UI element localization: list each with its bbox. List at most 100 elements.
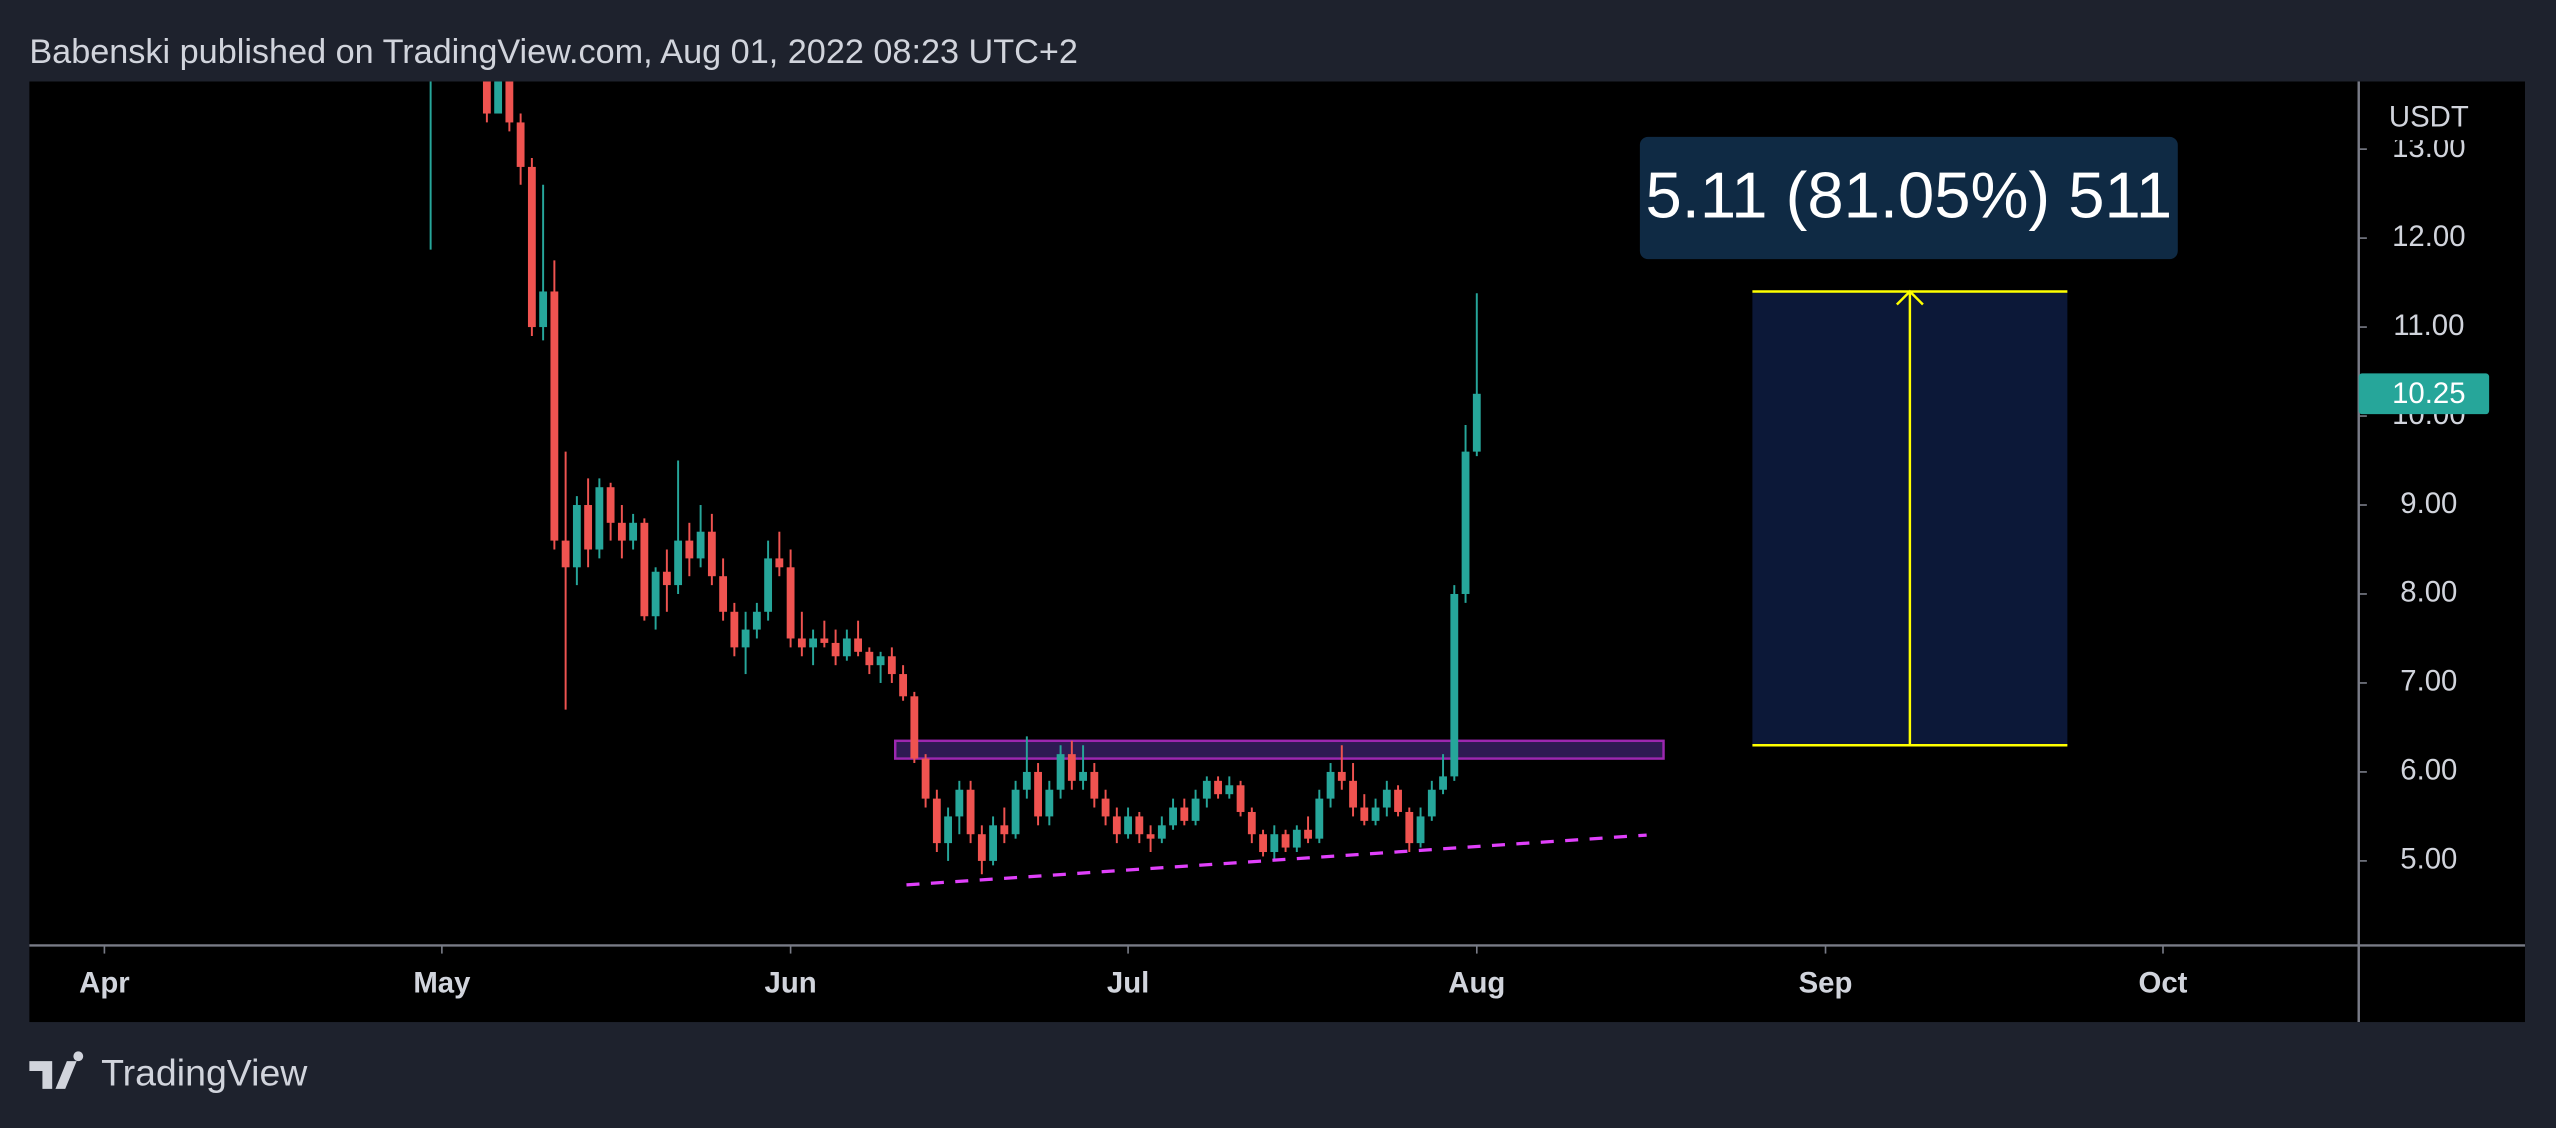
candle-body (1045, 789, 1054, 817)
x-tick-label: Oct (2139, 966, 2188, 999)
candle-body (1461, 451, 1470, 594)
candle-body (1247, 811, 1256, 835)
x-tick-label: May (413, 966, 471, 999)
candle-body (1405, 811, 1414, 844)
candle-body (1382, 789, 1391, 808)
candle-body (966, 789, 975, 835)
candle-body (1011, 789, 1020, 835)
candle-body (1225, 785, 1234, 795)
y-tick-label: 8.00 (2400, 576, 2457, 609)
measure-arrowhead (1895, 289, 1924, 306)
candle-body (1450, 593, 1459, 777)
support-trendline (906, 833, 1647, 887)
candle-body (1112, 816, 1121, 835)
candle-body (752, 611, 761, 630)
candle-body (910, 696, 919, 759)
tradingview-logo: TradingView (29, 1051, 308, 1094)
candle-body (505, 81, 514, 123)
last-price-bg (2358, 373, 2490, 415)
candle-body (1439, 776, 1447, 790)
candle-body (696, 531, 705, 559)
measure-label: 5.11 (81.05%) 511 (1645, 159, 2172, 232)
footer-brand: TradingView (101, 1052, 308, 1094)
candle-body (1349, 780, 1357, 808)
candle-body (1337, 771, 1346, 781)
x-tick-label: Sep (1799, 966, 1853, 999)
candle-body (1067, 754, 1076, 781)
y-tick-label: 6.00 (2400, 754, 2457, 787)
candle-body (876, 656, 885, 666)
candle-body (1169, 807, 1177, 826)
candle-body (527, 166, 536, 328)
candle-body (1427, 789, 1436, 817)
y-tick-label: 11.00 (2393, 309, 2464, 342)
candle-body (1090, 771, 1099, 799)
y-tick-label: 7.00 (2400, 665, 2457, 698)
candle-body (674, 540, 683, 586)
last-price-label: 10.25 (2392, 377, 2465, 410)
candle-body (820, 638, 829, 643)
candle-body (1326, 771, 1335, 799)
candle-body (1202, 780, 1211, 799)
candle-body (1371, 807, 1380, 821)
candle-body (561, 540, 570, 568)
candle-body (842, 638, 851, 657)
candle-body (1135, 816, 1144, 835)
candle-body (775, 558, 784, 568)
candle-body (865, 651, 874, 666)
candle-body (1259, 834, 1267, 853)
currency-bg (2366, 97, 2514, 141)
candle-body (685, 540, 694, 559)
candle-body (640, 522, 649, 617)
candle-body (1101, 798, 1110, 817)
plot-area (429, 81, 2068, 887)
candle-body (651, 571, 660, 617)
candle-body (1157, 825, 1166, 839)
candle-body (1180, 807, 1189, 821)
resistance-zone (893, 739, 1665, 760)
candle-body (719, 576, 728, 612)
candle-body (572, 505, 581, 568)
candle-body (797, 638, 806, 648)
candle-body (494, 81, 503, 114)
candle-body (730, 611, 739, 648)
candle-body (921, 758, 930, 799)
candle-body (550, 291, 559, 541)
candle-body (606, 487, 615, 523)
candle-body (899, 674, 908, 697)
publish-header: Babenski published on TradingView.com, A… (29, 33, 1078, 71)
candle-body (955, 789, 964, 817)
candle-body (1191, 798, 1200, 821)
candle-body (1056, 754, 1065, 790)
candle-body (764, 558, 773, 612)
candle-body (809, 638, 818, 648)
x-tick-label: Apr (79, 966, 130, 999)
candle-body (595, 487, 604, 550)
candle-body (1079, 771, 1087, 781)
measure-label-bg (1639, 136, 2178, 260)
candle-body (944, 816, 953, 844)
candle-body (1472, 393, 1481, 452)
candle-body (516, 122, 525, 167)
currency-label: USDT (2389, 101, 2469, 134)
candle-body (854, 638, 863, 652)
candle-body (707, 531, 716, 577)
x-tick-label: Aug (1448, 966, 1505, 999)
candle-body (1146, 834, 1155, 839)
candle-body (1292, 829, 1301, 848)
candle-body (617, 522, 626, 541)
candle-body (1394, 789, 1402, 812)
candle-body (1416, 816, 1425, 844)
candle-body (1315, 798, 1324, 839)
candle-body (662, 571, 671, 586)
candle-body (539, 291, 548, 328)
candle-body (977, 834, 986, 861)
candle-body (831, 642, 840, 657)
candle-body (629, 522, 638, 541)
y-tick-label: 9.00 (2400, 487, 2457, 520)
y-tick-label: 12.00 (2392, 220, 2465, 253)
candle-body (482, 81, 491, 114)
logo-icon (29, 1051, 84, 1089)
